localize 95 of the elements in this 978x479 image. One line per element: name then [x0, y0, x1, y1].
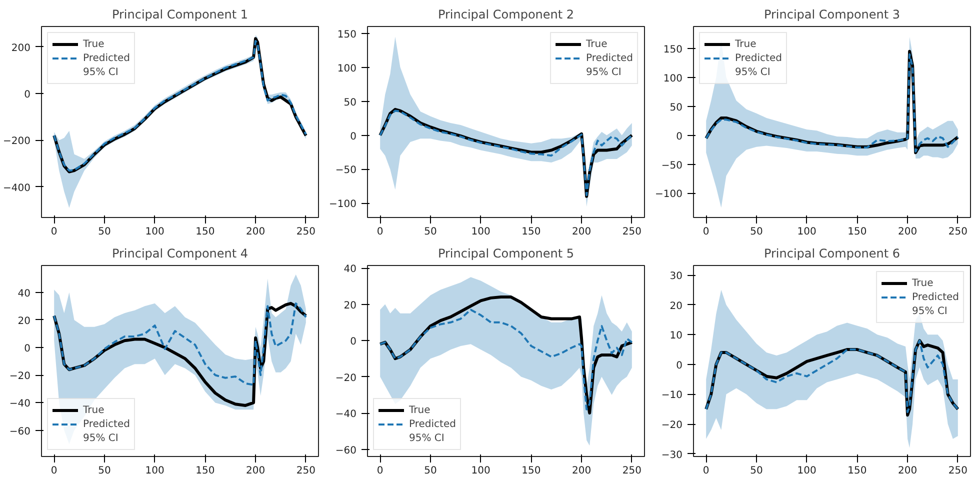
annotation: 95% CI: [912, 304, 948, 318]
y-tick-label: −400: [3, 182, 31, 194]
legend-label: True: [586, 38, 608, 51]
x-tick-label: 50: [424, 466, 437, 476]
x-tick-label: 200: [572, 226, 592, 238]
x-tick-label: 250: [296, 226, 316, 238]
y-tick-label: −50: [335, 165, 357, 176]
y-tick-label: 10: [670, 330, 683, 342]
legend-label: True: [83, 38, 104, 51]
chart-title: Principal Component 3: [764, 8, 900, 22]
y-tick-label: 100: [337, 63, 357, 74]
y-tick-label: 0: [676, 360, 683, 372]
legend-label: True: [83, 404, 104, 417]
x-tick-label: 100: [471, 226, 490, 238]
x-tick-label: 100: [145, 466, 164, 476]
x-tick-label: 0: [376, 466, 384, 476]
x-tick-label: 250: [622, 466, 642, 476]
y-tick-label: 100: [663, 73, 683, 84]
x-tick-label: 50: [424, 226, 437, 238]
legend-label: Predicted: [735, 52, 782, 65]
legend-label: Predicted: [912, 290, 959, 304]
y-tick-label: 150: [663, 44, 683, 56]
legend-label: True: [409, 404, 430, 417]
annotation: 95% CI: [409, 432, 444, 445]
x-tick-label: 200: [898, 226, 918, 238]
y-tick-label: 200: [11, 42, 31, 54]
x-tick-label: 200: [572, 466, 592, 476]
x-tick-label: 0: [50, 466, 58, 476]
annotation: 95% CI: [83, 66, 118, 79]
chart-title: Principal Component 4: [112, 246, 248, 260]
y-tick-label: 20: [18, 316, 31, 327]
chart-title: Principal Component 1: [112, 8, 248, 22]
x-tick-label: 150: [196, 226, 215, 238]
x-tick-label: 0: [702, 466, 710, 476]
legend-label: Predicted: [409, 418, 456, 431]
y-tick-label: 0: [24, 90, 31, 101]
x-tick-label: 0: [376, 226, 384, 238]
legend-label: Predicted: [83, 418, 130, 431]
x-tick-label: 100: [797, 226, 816, 238]
y-tick-label: −60: [9, 426, 31, 438]
y-tick-label: 0: [350, 131, 357, 142]
y-tick-label: 40: [344, 264, 357, 276]
x-tick-label: 50: [750, 226, 763, 238]
x-tick-label: 100: [471, 466, 490, 476]
x-tick-label: 50: [98, 226, 111, 238]
x-tick-label: 100: [797, 466, 816, 476]
y-tick-label: −40: [9, 398, 31, 410]
x-tick-label: 200: [246, 226, 266, 238]
x-tick-label: 150: [848, 226, 867, 238]
y-tick-label: 20: [670, 300, 683, 312]
y-tick-label: 0: [350, 336, 357, 348]
y-tick-label: 50: [670, 102, 683, 114]
x-tick-label: 100: [145, 226, 164, 238]
y-tick-label: −50: [661, 160, 683, 172]
x-tick-label: 150: [848, 466, 867, 476]
x-tick-label: 0: [702, 226, 710, 238]
x-tick-label: 250: [948, 466, 968, 476]
x-tick-label: 250: [622, 226, 642, 238]
y-tick-label: −200: [3, 136, 31, 148]
legend-label: Predicted: [586, 52, 633, 65]
x-tick-label: 200: [898, 466, 918, 476]
y-tick-label: −20: [661, 420, 683, 432]
legend-label: Predicted: [83, 52, 130, 65]
legend-label: True: [735, 38, 756, 51]
x-tick-label: 150: [196, 466, 215, 476]
y-tick-label: 0: [24, 344, 31, 355]
y-tick-label: −100: [655, 189, 683, 200]
y-tick-label: 40: [18, 288, 31, 300]
y-tick-label: −100: [329, 199, 357, 210]
annotation: 95% CI: [83, 432, 118, 445]
x-tick-label: 150: [522, 466, 541, 476]
y-tick-label: −30: [661, 450, 683, 461]
y-tick-label: 50: [344, 97, 357, 108]
y-tick-label: 30: [670, 271, 683, 282]
y-tick-label: 0: [676, 131, 683, 142]
y-tick-label: 20: [344, 300, 357, 312]
y-tick-label: −60: [335, 445, 357, 456]
x-tick-label: 250: [296, 466, 316, 476]
chart-title: Principal Component 2: [438, 8, 574, 22]
annotation: 95% CI: [735, 66, 770, 79]
y-tick-label: 150: [337, 29, 357, 40]
x-tick-label: 50: [750, 466, 763, 476]
chart-title: Principal Component 5: [438, 246, 574, 260]
y-tick-label: −20: [9, 371, 31, 382]
x-tick-label: 150: [522, 226, 541, 238]
x-tick-label: 250: [948, 226, 968, 238]
x-tick-label: 0: [50, 226, 58, 238]
y-tick-label: −20: [335, 372, 357, 384]
x-tick-label: 50: [98, 466, 111, 476]
annotation: 95% CI: [586, 66, 622, 79]
y-tick-label: −40: [335, 409, 357, 420]
chart-title: Principal Component 6: [764, 246, 900, 260]
legend-label: True: [912, 276, 934, 290]
y-tick-label: −10: [661, 390, 683, 402]
x-tick-label: 200: [246, 466, 266, 476]
